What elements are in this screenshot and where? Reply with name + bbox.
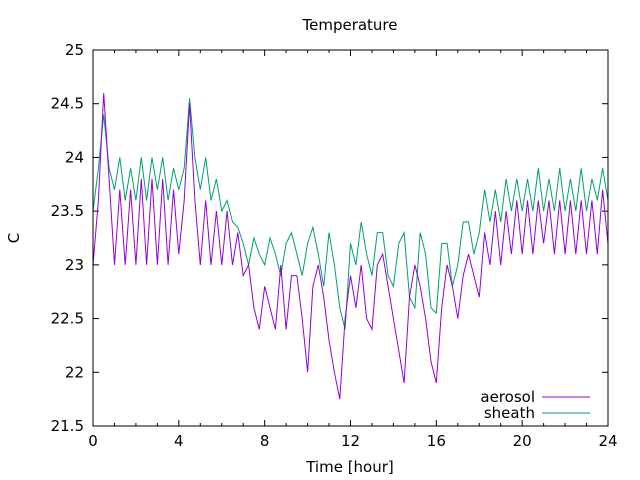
legend: aerosol sheath — [480, 388, 590, 422]
y-tick-label: 21.5 — [51, 417, 84, 435]
x-tick-label: 24 — [598, 432, 617, 450]
legend-label-aerosol: aerosol — [480, 388, 535, 406]
x-axis-label: Time [hour] — [305, 458, 394, 476]
y-tick-label: 24 — [65, 148, 84, 166]
y-tick-label: 25 — [65, 41, 84, 59]
x-tick-label: 8 — [260, 432, 270, 450]
x-tick-label: 20 — [513, 432, 532, 450]
y-tick-label: 23.5 — [51, 202, 84, 220]
x-tick-label: 4 — [174, 432, 184, 450]
y-tick-label: 24.5 — [51, 95, 84, 113]
x-tick-label: 16 — [427, 432, 446, 450]
series-line-aerosol — [92, 92, 609, 400]
y-tick-label: 23 — [65, 256, 84, 274]
y-tick-label: 22 — [65, 363, 84, 381]
chart-title: Temperature — [301, 16, 397, 34]
plot-frame — [92, 49, 609, 427]
x-tick-label: 12 — [341, 432, 360, 450]
y-axis-label: C — [5, 233, 23, 243]
x-tick-label: 0 — [88, 432, 98, 450]
legend-label-sheath: sheath — [484, 404, 535, 422]
series-line-sheath — [92, 98, 609, 330]
y-tick-label: 22.5 — [51, 310, 84, 328]
